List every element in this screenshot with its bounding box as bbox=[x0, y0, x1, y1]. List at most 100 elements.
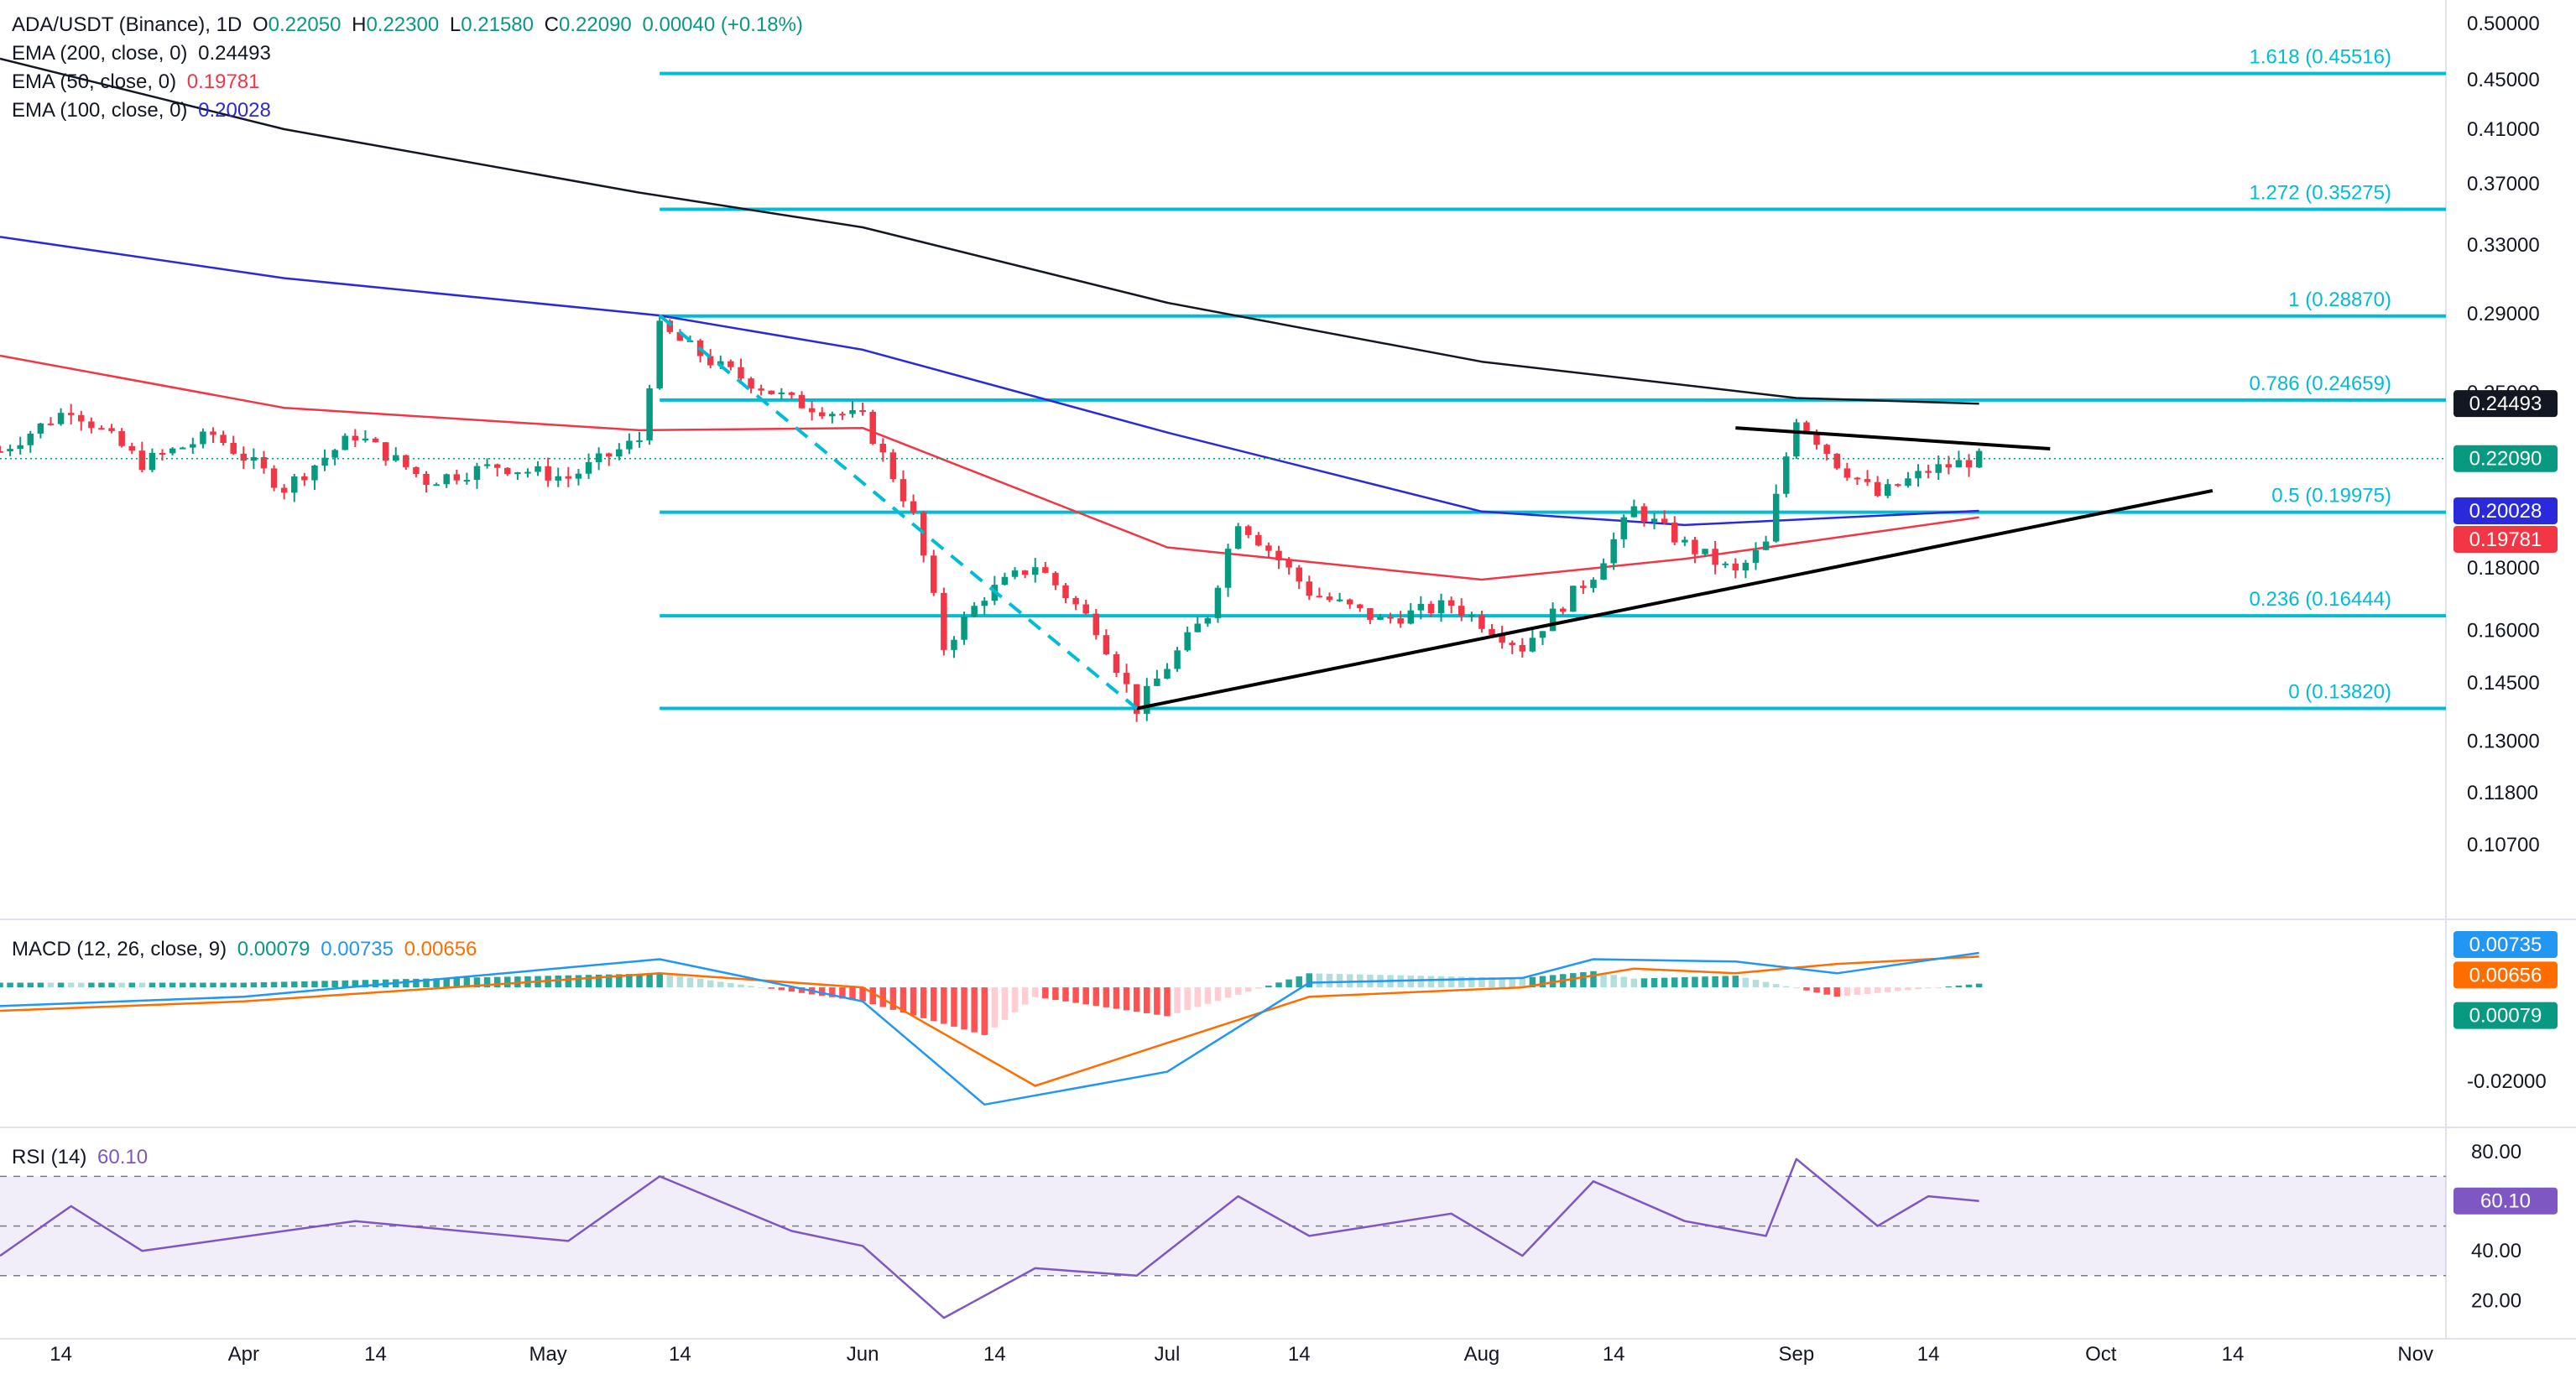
close-label: C bbox=[544, 13, 560, 36]
candle-body bbox=[1925, 471, 1932, 473]
macd-histogram-bar bbox=[1427, 976, 1435, 988]
candle-body bbox=[920, 512, 927, 556]
candle-body bbox=[1367, 607, 1374, 620]
candle-body bbox=[1011, 570, 1019, 577]
macd-histogram-bar bbox=[57, 982, 65, 988]
candle-body bbox=[889, 452, 897, 480]
macd-histogram-bar bbox=[768, 987, 775, 989]
price-tag-bg bbox=[2453, 445, 2558, 472]
macd-histogram-bar bbox=[37, 982, 44, 988]
macd-histogram-bar bbox=[676, 976, 684, 988]
candle-body bbox=[1255, 534, 1262, 546]
rsi-tag-bg bbox=[2453, 1187, 2558, 1215]
macd-histogram-bar bbox=[179, 982, 186, 988]
macd-histogram-bar bbox=[951, 987, 957, 1027]
candle-body bbox=[1823, 445, 1830, 454]
candle-body bbox=[1042, 567, 1049, 573]
candle-body bbox=[1935, 464, 1942, 473]
macd-histogram-bar bbox=[260, 981, 268, 988]
macd-histogram-bar bbox=[1092, 987, 1100, 1007]
macd-histogram-bar bbox=[1570, 973, 1577, 988]
macd-histogram-bar bbox=[869, 987, 876, 1005]
candle-body bbox=[311, 466, 318, 481]
candle-body bbox=[1610, 539, 1617, 564]
macd-histogram-bar bbox=[961, 987, 967, 1030]
macd-histogram-bar bbox=[149, 982, 156, 988]
candle-body bbox=[67, 413, 75, 415]
time-tick-label: Sep bbox=[1779, 1343, 1815, 1366]
macd-histogram-bar bbox=[1194, 987, 1202, 1007]
candle-body bbox=[331, 450, 338, 458]
candle-body bbox=[98, 428, 105, 430]
candle-body bbox=[1600, 563, 1607, 580]
macd-histogram-bar bbox=[1610, 975, 1617, 988]
candle-body bbox=[1519, 644, 1526, 652]
candle-body bbox=[7, 449, 13, 452]
candle-body bbox=[1732, 563, 1739, 570]
trendlines bbox=[0, 314, 2446, 710]
price-tick-label: 0.45000 bbox=[2467, 69, 2540, 91]
macd-histogram-bar bbox=[707, 980, 714, 988]
macd-histogram-bar bbox=[605, 974, 613, 988]
candle-body bbox=[1692, 539, 1698, 554]
macd-histogram-bar bbox=[483, 976, 491, 988]
candle-body bbox=[1306, 581, 1313, 596]
price-tick-label: 0.16000 bbox=[2467, 620, 2540, 643]
time-tick-label: 14 bbox=[1917, 1343, 1940, 1366]
macd-histogram-bar bbox=[1539, 976, 1546, 988]
ema200-legend: EMA (200, close, 0) 0.24493 bbox=[12, 42, 276, 65]
macd-histogram-bar bbox=[1955, 985, 1963, 988]
macd-histogram-bar bbox=[1712, 976, 1718, 988]
macd-histogram-bar bbox=[1113, 987, 1120, 1009]
candle-body bbox=[555, 476, 561, 481]
macd-histogram-bar bbox=[1478, 976, 1485, 988]
open-value: 0.22050 bbox=[268, 13, 342, 36]
macd-histogram-bar bbox=[27, 982, 34, 988]
macd-histogram-bar bbox=[1630, 978, 1638, 988]
candle-body bbox=[1722, 563, 1729, 565]
candle-body bbox=[1021, 570, 1029, 575]
macd-histogram-bar bbox=[423, 978, 430, 988]
candle-body bbox=[149, 452, 156, 471]
candle-body bbox=[1457, 606, 1465, 616]
candle-body bbox=[1285, 560, 1292, 568]
rsi-pane bbox=[0, 1158, 2446, 1319]
macd-histogram-bar bbox=[1885, 987, 1891, 992]
macd-histogram-bar bbox=[1692, 976, 1698, 988]
ema100-line bbox=[0, 236, 1979, 527]
candle-body bbox=[676, 331, 684, 341]
macd-histogram-bar bbox=[788, 987, 795, 992]
candle-body bbox=[118, 430, 125, 446]
macd-histogram-bar bbox=[352, 980, 359, 988]
candle-body bbox=[666, 320, 674, 332]
candle-body bbox=[280, 487, 288, 493]
candle-body bbox=[1478, 615, 1485, 629]
macd-histogram-bar bbox=[758, 987, 764, 989]
candle-body bbox=[1377, 617, 1384, 620]
open-label: O bbox=[252, 13, 269, 36]
macd-histogram-bar bbox=[1854, 987, 1861, 996]
candle-body bbox=[301, 476, 308, 481]
macd-histogram-bar bbox=[565, 975, 572, 988]
high-value: 0.22300 bbox=[366, 13, 440, 36]
macd-hist-tag-bg bbox=[2453, 1002, 2558, 1029]
candlestick-series bbox=[0, 314, 1983, 722]
macd-histogram-bar bbox=[1133, 987, 1140, 1012]
macd-histogram-bar bbox=[1062, 987, 1069, 1002]
candle-body bbox=[1316, 596, 1323, 598]
candle-body bbox=[1742, 562, 1749, 570]
candle-body bbox=[1427, 603, 1435, 614]
candle-body bbox=[1265, 545, 1272, 551]
macd-histogram-bar bbox=[1509, 977, 1515, 988]
macd-histogram-bar bbox=[128, 982, 135, 988]
macd-histogram-bar bbox=[585, 975, 592, 988]
macd-histogram-bar bbox=[321, 981, 328, 988]
price-tag: 0.22090 bbox=[2469, 448, 2542, 471]
candle-body bbox=[1346, 599, 1353, 605]
macd-legend: MACD (12, 26, close, 9) 0.00079 0.00735 … bbox=[12, 938, 482, 961]
candle-body bbox=[545, 466, 551, 481]
candle-body bbox=[524, 471, 531, 474]
macd-tag: 0.00735 bbox=[2469, 934, 2542, 956]
macd-histogram-bar bbox=[291, 981, 298, 988]
